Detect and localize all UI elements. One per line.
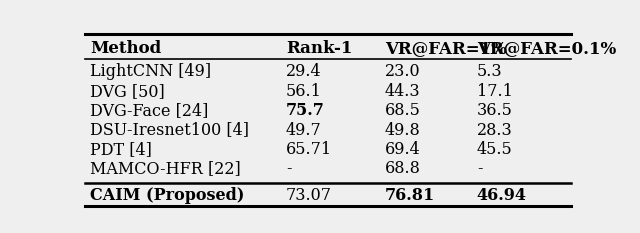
Text: VR@FAR=0.1%: VR@FAR=0.1% <box>477 40 616 57</box>
Text: 29.4: 29.4 <box>286 63 321 80</box>
Text: 17.1: 17.1 <box>477 83 513 100</box>
Text: 65.71: 65.71 <box>286 141 332 158</box>
Text: 73.07: 73.07 <box>286 187 332 204</box>
Text: 75.7: 75.7 <box>286 102 324 119</box>
Text: MAMCO-HFR [22]: MAMCO-HFR [22] <box>90 160 241 177</box>
Text: Rank-1: Rank-1 <box>286 40 352 57</box>
Text: 49.7: 49.7 <box>286 122 321 139</box>
Text: 56.1: 56.1 <box>286 83 322 100</box>
Text: 23.0: 23.0 <box>385 63 420 80</box>
Text: CAIM (Proposed): CAIM (Proposed) <box>90 187 244 204</box>
Text: DVG [50]: DVG [50] <box>90 83 164 100</box>
Text: DSU-Iresnet100 [4]: DSU-Iresnet100 [4] <box>90 122 249 139</box>
Text: PDT [4]: PDT [4] <box>90 141 152 158</box>
Text: VR@FAR=1%: VR@FAR=1% <box>385 40 507 57</box>
Text: 45.5: 45.5 <box>477 141 513 158</box>
Text: 36.5: 36.5 <box>477 102 513 119</box>
Text: 44.3: 44.3 <box>385 83 420 100</box>
Text: 5.3: 5.3 <box>477 63 502 80</box>
Text: 69.4: 69.4 <box>385 141 420 158</box>
Text: -: - <box>286 160 291 177</box>
Text: DVG-Face [24]: DVG-Face [24] <box>90 102 208 119</box>
Text: LightCNN [49]: LightCNN [49] <box>90 63 211 80</box>
Text: Method: Method <box>90 40 161 57</box>
Text: 46.94: 46.94 <box>477 187 527 204</box>
Text: 68.5: 68.5 <box>385 102 421 119</box>
Text: 68.8: 68.8 <box>385 160 421 177</box>
Text: 76.81: 76.81 <box>385 187 435 204</box>
Text: -: - <box>477 160 483 177</box>
Text: 28.3: 28.3 <box>477 122 513 139</box>
Text: 49.8: 49.8 <box>385 122 420 139</box>
